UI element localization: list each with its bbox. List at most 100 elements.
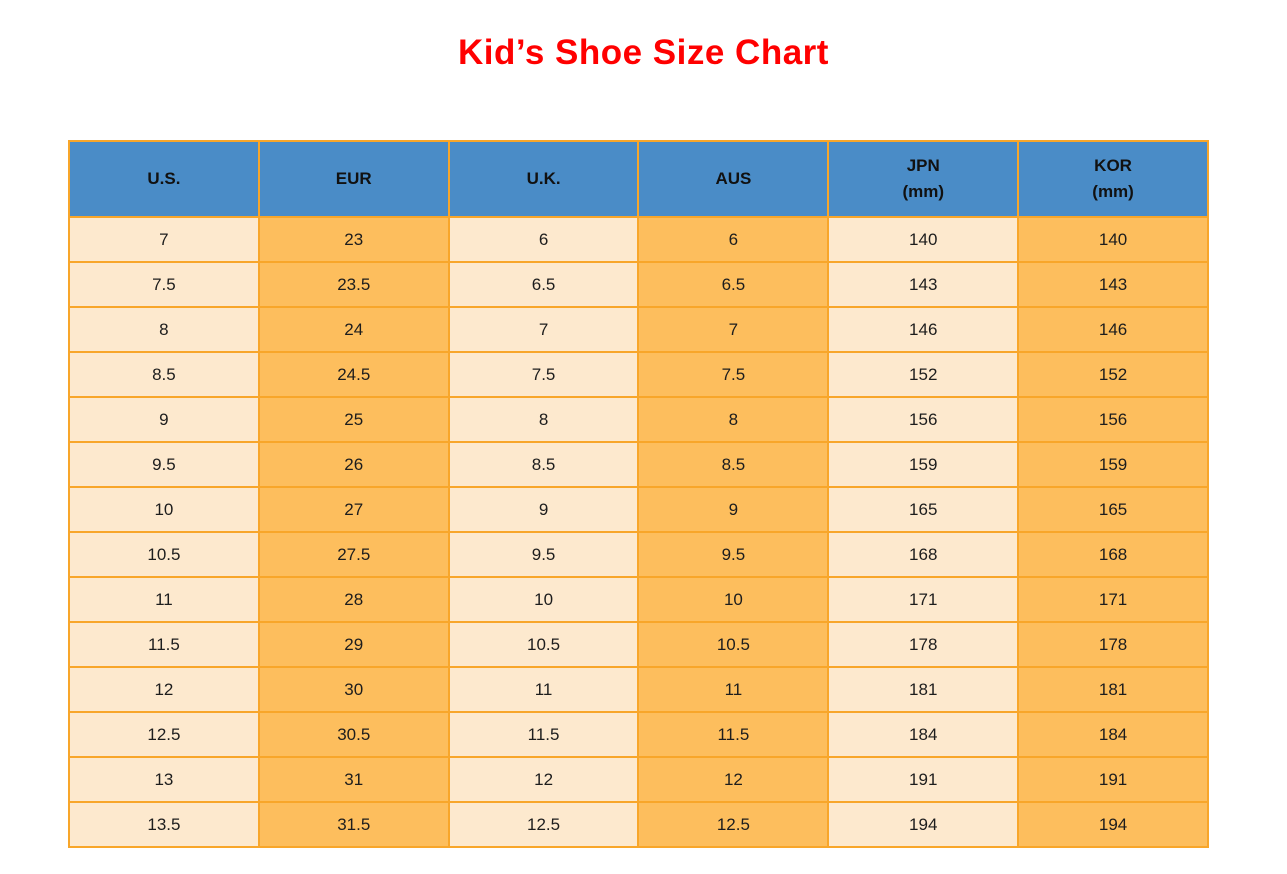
table-cell: 11.5 (637, 711, 830, 758)
table-cell: 30.5 (257, 711, 450, 758)
page-title: Kid’s Shoe Size Chart (458, 33, 829, 72)
header-label: EUR (335, 168, 372, 188)
table-cell: 9 (68, 396, 260, 443)
table-cell: 181 (827, 666, 1020, 713)
table-cell: 146 (827, 306, 1020, 353)
table-cell: 146 (1017, 306, 1209, 353)
table-header-row: U.S. EUR U.K. AUS JPN (mm) KOR (mm) (68, 140, 1209, 218)
header-cell: JPN (mm) (827, 140, 1020, 218)
table-row: 7 23 6 6 140 140 (68, 216, 1209, 263)
table-cell: 140 (1017, 216, 1209, 263)
table-cell: 25 (257, 396, 450, 443)
table-cell: 8 (68, 306, 260, 353)
table-cell: 9 (637, 486, 830, 533)
table-cell: 8.5 (447, 441, 640, 488)
table-cell: 6.5 (637, 261, 830, 308)
table-cell: 171 (1017, 576, 1209, 623)
table-cell: 152 (1017, 351, 1209, 398)
table-row: 11.5 29 10.5 10.5 178 178 (68, 621, 1209, 668)
table-cell: 31 (257, 756, 450, 803)
table-cell: 27 (257, 486, 450, 533)
table-cell: 10 (637, 576, 830, 623)
table-cell: 23.5 (257, 261, 450, 308)
table-row: 11 28 10 10 171 171 (68, 576, 1209, 623)
header-cell: AUS (637, 140, 830, 218)
table-cell: 12.5 (68, 711, 260, 758)
table-cell: 194 (827, 801, 1020, 848)
table-cell: 12.5 (637, 801, 830, 848)
table-cell: 10.5 (447, 621, 640, 668)
header-label: JPN (906, 155, 940, 175)
table-row: 12 30 11 11 181 181 (68, 666, 1209, 713)
table-cell: 178 (1017, 621, 1209, 668)
table-cell: 143 (1017, 261, 1209, 308)
header-label: U.K. (526, 168, 561, 188)
header-cell: U.K. (447, 140, 640, 218)
table-row: 13.5 31.5 12.5 12.5 194 194 (68, 801, 1209, 848)
table-row: 7.5 23.5 6.5 6.5 143 143 (68, 261, 1209, 308)
table-cell: 8.5 (637, 441, 830, 488)
table-cell: 140 (827, 216, 1020, 263)
table-row: 12.5 30.5 11.5 11.5 184 184 (68, 711, 1209, 758)
table-cell: 8 (637, 396, 830, 443)
header-label: U.S. (147, 168, 181, 188)
table-cell: 184 (827, 711, 1020, 758)
table-cell: 184 (1017, 711, 1209, 758)
table-cell: 6.5 (447, 261, 640, 308)
table-cell: 7.5 (68, 261, 260, 308)
table-cell: 194 (1017, 801, 1209, 848)
table-row: 9 25 8 8 156 156 (68, 396, 1209, 443)
table-cell: 29 (257, 621, 450, 668)
table-cell: 181 (1017, 666, 1209, 713)
table-body: 7 23 6 6 140 140 7.5 23.5 6.5 6.5 143 143 8 24 7 7 146 14… (68, 216, 1209, 848)
table-cell: 9.5 (447, 531, 640, 578)
table-cell: 6 (637, 216, 830, 263)
table-cell: 178 (827, 621, 1020, 668)
table-row: 9.5 26 8.5 8.5 159 159 (68, 441, 1209, 488)
table-cell: 156 (1017, 396, 1209, 443)
table-cell: 9.5 (68, 441, 260, 488)
table-cell: 7 (447, 306, 640, 353)
table-cell: 152 (827, 351, 1020, 398)
table-cell: 23 (257, 216, 450, 263)
table-cell: 13.5 (68, 801, 260, 848)
table-cell: 26 (257, 441, 450, 488)
table-cell: 165 (827, 486, 1020, 533)
table-cell: 12 (447, 756, 640, 803)
table-cell: 31.5 (257, 801, 450, 848)
table-cell: 9 (447, 486, 640, 533)
table-cell: 27.5 (257, 531, 450, 578)
table-row: 10 27 9 9 165 165 (68, 486, 1209, 533)
table-cell: 191 (827, 756, 1020, 803)
table-cell: 9.5 (637, 531, 830, 578)
header-label: AUS (715, 168, 752, 188)
table-cell: 7 (637, 306, 830, 353)
table-row: 8.5 24.5 7.5 7.5 152 152 (68, 351, 1209, 398)
table-cell: 11 (68, 576, 260, 623)
table-cell: 7 (68, 216, 260, 263)
table-cell: 168 (827, 531, 1020, 578)
table-cell: 11 (447, 666, 640, 713)
table-cell: 7.5 (447, 351, 640, 398)
table-cell: 10.5 (68, 531, 260, 578)
table-cell: 143 (827, 261, 1020, 308)
table-cell: 10 (68, 486, 260, 533)
table-cell: 7.5 (637, 351, 830, 398)
table-cell: 156 (827, 396, 1020, 443)
shoe-size-table: U.S. EUR U.K. AUS JPN (mm) KOR (mm) 7 23 6 6 140 140… (68, 140, 1209, 848)
table-cell: 24.5 (257, 351, 450, 398)
table-row: 10.5 27.5 9.5 9.5 168 168 (68, 531, 1209, 578)
table-cell: 168 (1017, 531, 1209, 578)
table-cell: 171 (827, 576, 1020, 623)
table-cell: 12 (68, 666, 260, 713)
table-cell: 159 (827, 441, 1020, 488)
table-cell: 10 (447, 576, 640, 623)
table-cell: 12 (637, 756, 830, 803)
header-cell: U.S. (68, 140, 260, 218)
table-cell: 11.5 (447, 711, 640, 758)
table-cell: 28 (257, 576, 450, 623)
table-cell: 13 (68, 756, 260, 803)
table-cell: 11.5 (68, 621, 260, 668)
header-cell: EUR (257, 140, 450, 218)
table-row: 13 31 12 12 191 191 (68, 756, 1209, 803)
